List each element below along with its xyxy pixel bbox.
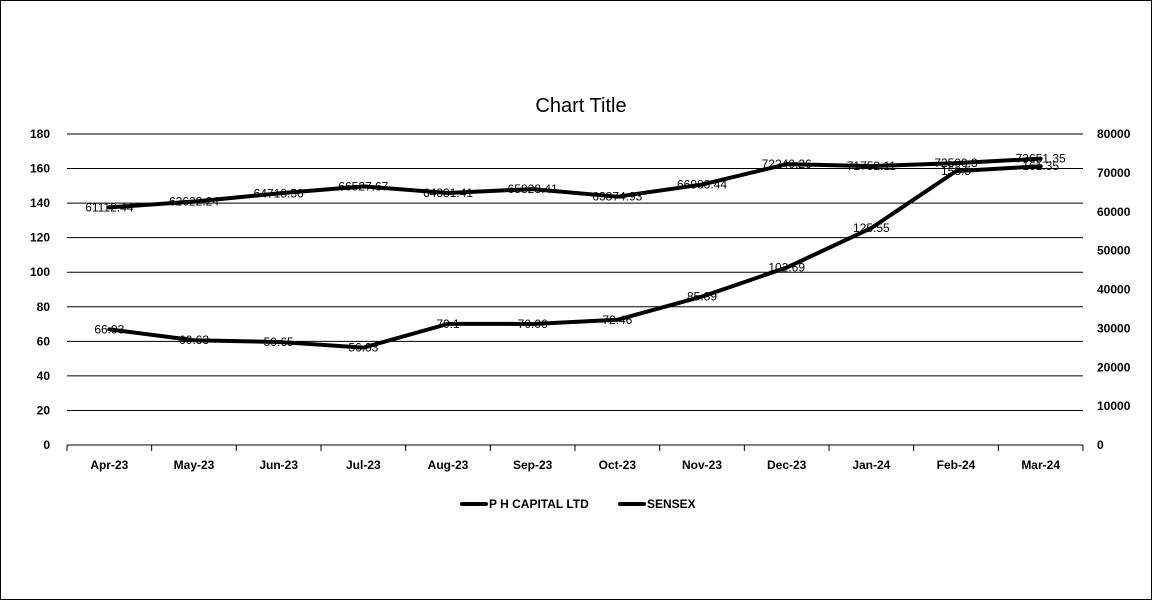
data-label: 61112.44 (85, 200, 134, 214)
y-right-tick-label: 30000 (1097, 321, 1131, 335)
data-label: 66.93 (94, 322, 124, 336)
y-right-tick-label: 70000 (1097, 166, 1131, 180)
y-left-tick-label: 100 (30, 265, 50, 279)
x-tick-label: Jun-23 (259, 458, 298, 472)
data-labels: 66.93 60.63 59.65 56.33 70.1 70.06 72.46 85.89 1… (85, 152, 1066, 355)
data-label: 73651.35 (1016, 152, 1066, 166)
data-label: 71752.11 (847, 159, 896, 173)
legend-label-1: P H CAPITAL LTD (489, 497, 589, 511)
x-tick-label: Jan-24 (852, 458, 890, 472)
data-label: 62622.24 (169, 195, 219, 209)
y-right-tick-label: 40000 (1097, 283, 1131, 297)
y-left-tick-label: 20 (37, 403, 51, 417)
data-label: 59.65 (264, 335, 294, 349)
data-label: 102.69 (768, 261, 805, 275)
x-tick-label: Dec-23 (767, 458, 807, 472)
y-left-tick-label: 80 (37, 300, 51, 314)
y-right-tick-label: 0 (1097, 438, 1104, 452)
data-label: 64831.41 (423, 186, 473, 200)
chart-title: Chart Title (535, 95, 626, 117)
y-left-tick-label: 40 (37, 369, 51, 383)
x-tick-label: Oct-23 (599, 458, 637, 472)
x-tick-label: Aug-23 (428, 458, 469, 472)
y-left-tick-label: 0 (43, 438, 50, 452)
left-axis-ticks: 0 20 40 60 80 100 120 140 160 180 (30, 127, 50, 452)
series-line-2 (107, 156, 1043, 210)
data-label: 85.89 (687, 290, 717, 304)
x-tick-label: Nov-23 (682, 458, 722, 472)
data-label: 161.35 (1022, 159, 1059, 173)
right-axis-ticks: 0 10000 20000 30000 40000 50000 60000 70000 8000… (1097, 127, 1131, 452)
axes (66, 444, 1084, 451)
data-label: 158.5 (941, 164, 971, 178)
data-label: 64718.56 (254, 186, 304, 200)
data-label: 72500.3 (934, 156, 978, 170)
x-tick-label: Apr-23 (90, 458, 128, 472)
y-left-tick-label: 60 (37, 334, 51, 348)
data-label: 60.63 (179, 333, 209, 347)
y-right-tick-label: 80000 (1097, 127, 1131, 141)
y-left-tick-label: 120 (30, 231, 50, 245)
data-label: 66527.67 (338, 179, 388, 193)
data-label: 70.1 (436, 317, 460, 331)
data-label: 72240.26 (762, 157, 812, 171)
x-tick-label: May-23 (174, 458, 215, 472)
data-label: 125.55 (853, 221, 890, 235)
y-left-tick-label: 180 (30, 127, 50, 141)
data-label: 66988.44 (677, 178, 727, 192)
gridlines (67, 133, 1083, 411)
legend[interactable]: P H CAPITAL LTD SENSEX (460, 497, 696, 511)
legend-label-2: SENSEX (647, 497, 696, 511)
x-tick-label: Mar-24 (1021, 458, 1060, 472)
data-label: 63874.93 (592, 190, 642, 204)
y-right-tick-label: 10000 (1097, 399, 1131, 413)
data-label: 65828.41 (508, 182, 558, 196)
y-right-tick-label: 20000 (1097, 360, 1131, 374)
x-tick-label: Feb-24 (937, 458, 976, 472)
x-axis-ticks: Apr-23 May-23 Jun-23 Jul-23 Aug-23 Sep-23 Oct-… (90, 458, 1060, 472)
data-label: 70.06 (518, 317, 548, 331)
x-tick-label: Jul-23 (346, 458, 381, 472)
series-line-1 (107, 164, 1043, 350)
series-lines (107, 156, 1043, 350)
y-right-tick-label: 50000 (1097, 244, 1131, 258)
data-label: 72.46 (602, 313, 632, 327)
y-left-tick-label: 140 (30, 196, 50, 210)
x-tick-label: Sep-23 (513, 458, 553, 472)
y-right-tick-label: 60000 (1097, 205, 1131, 219)
data-label: 56.33 (348, 341, 378, 355)
y-left-tick-label: 160 (30, 162, 50, 176)
